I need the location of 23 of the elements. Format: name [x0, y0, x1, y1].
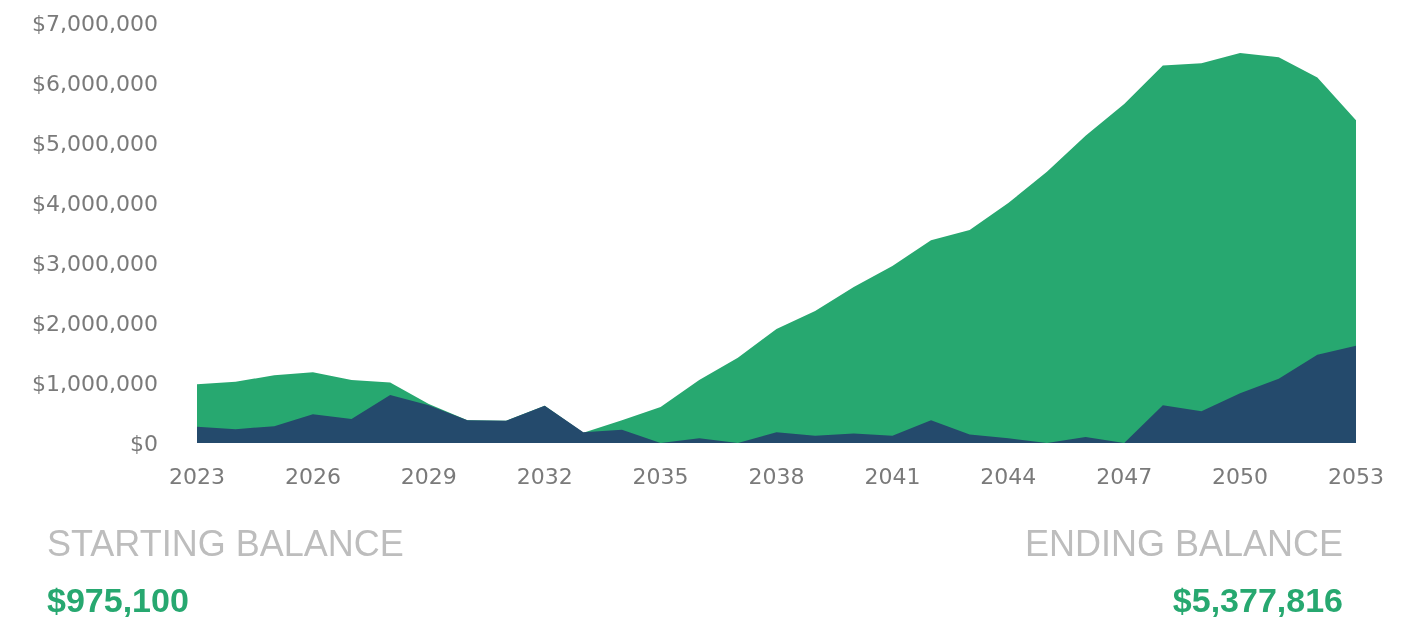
- y-tick-label: $3,000,000: [32, 250, 158, 276]
- y-tick-label: $1,000,000: [32, 370, 158, 396]
- x-tick-label: 2041: [864, 464, 921, 489]
- x-tick-label: 2044: [980, 464, 1037, 489]
- y-tick-label: $6,000,000: [32, 70, 158, 96]
- x-tick-label: 2032: [516, 464, 573, 489]
- y-tick-label: $2,000,000: [32, 310, 158, 336]
- y-tick-label: $4,000,000: [32, 190, 158, 216]
- y-tick-label: $5,000,000: [32, 130, 158, 156]
- text: $5,377,816: [1172, 581, 1343, 618]
- x-tick-label: 2050: [1212, 464, 1269, 489]
- text: STARTING BALANCE: [47, 523, 404, 564]
- x-tick-label: 2026: [284, 464, 341, 489]
- text: $975,100: [47, 581, 189, 618]
- x-tick-label: 2029: [400, 464, 457, 489]
- y-tick-label: $7,000,000: [32, 10, 158, 36]
- text: ENDING BALANCE: [1024, 523, 1343, 564]
- x-tick-label: 2038: [748, 464, 805, 489]
- y-tick-label: $0: [130, 430, 158, 456]
- x-tick-label: 2053: [1328, 464, 1384, 489]
- x-tick-label: 2047: [1096, 464, 1153, 489]
- x-tick-label: 2035: [632, 464, 689, 489]
- x-tick-label: 2023: [169, 464, 225, 489]
